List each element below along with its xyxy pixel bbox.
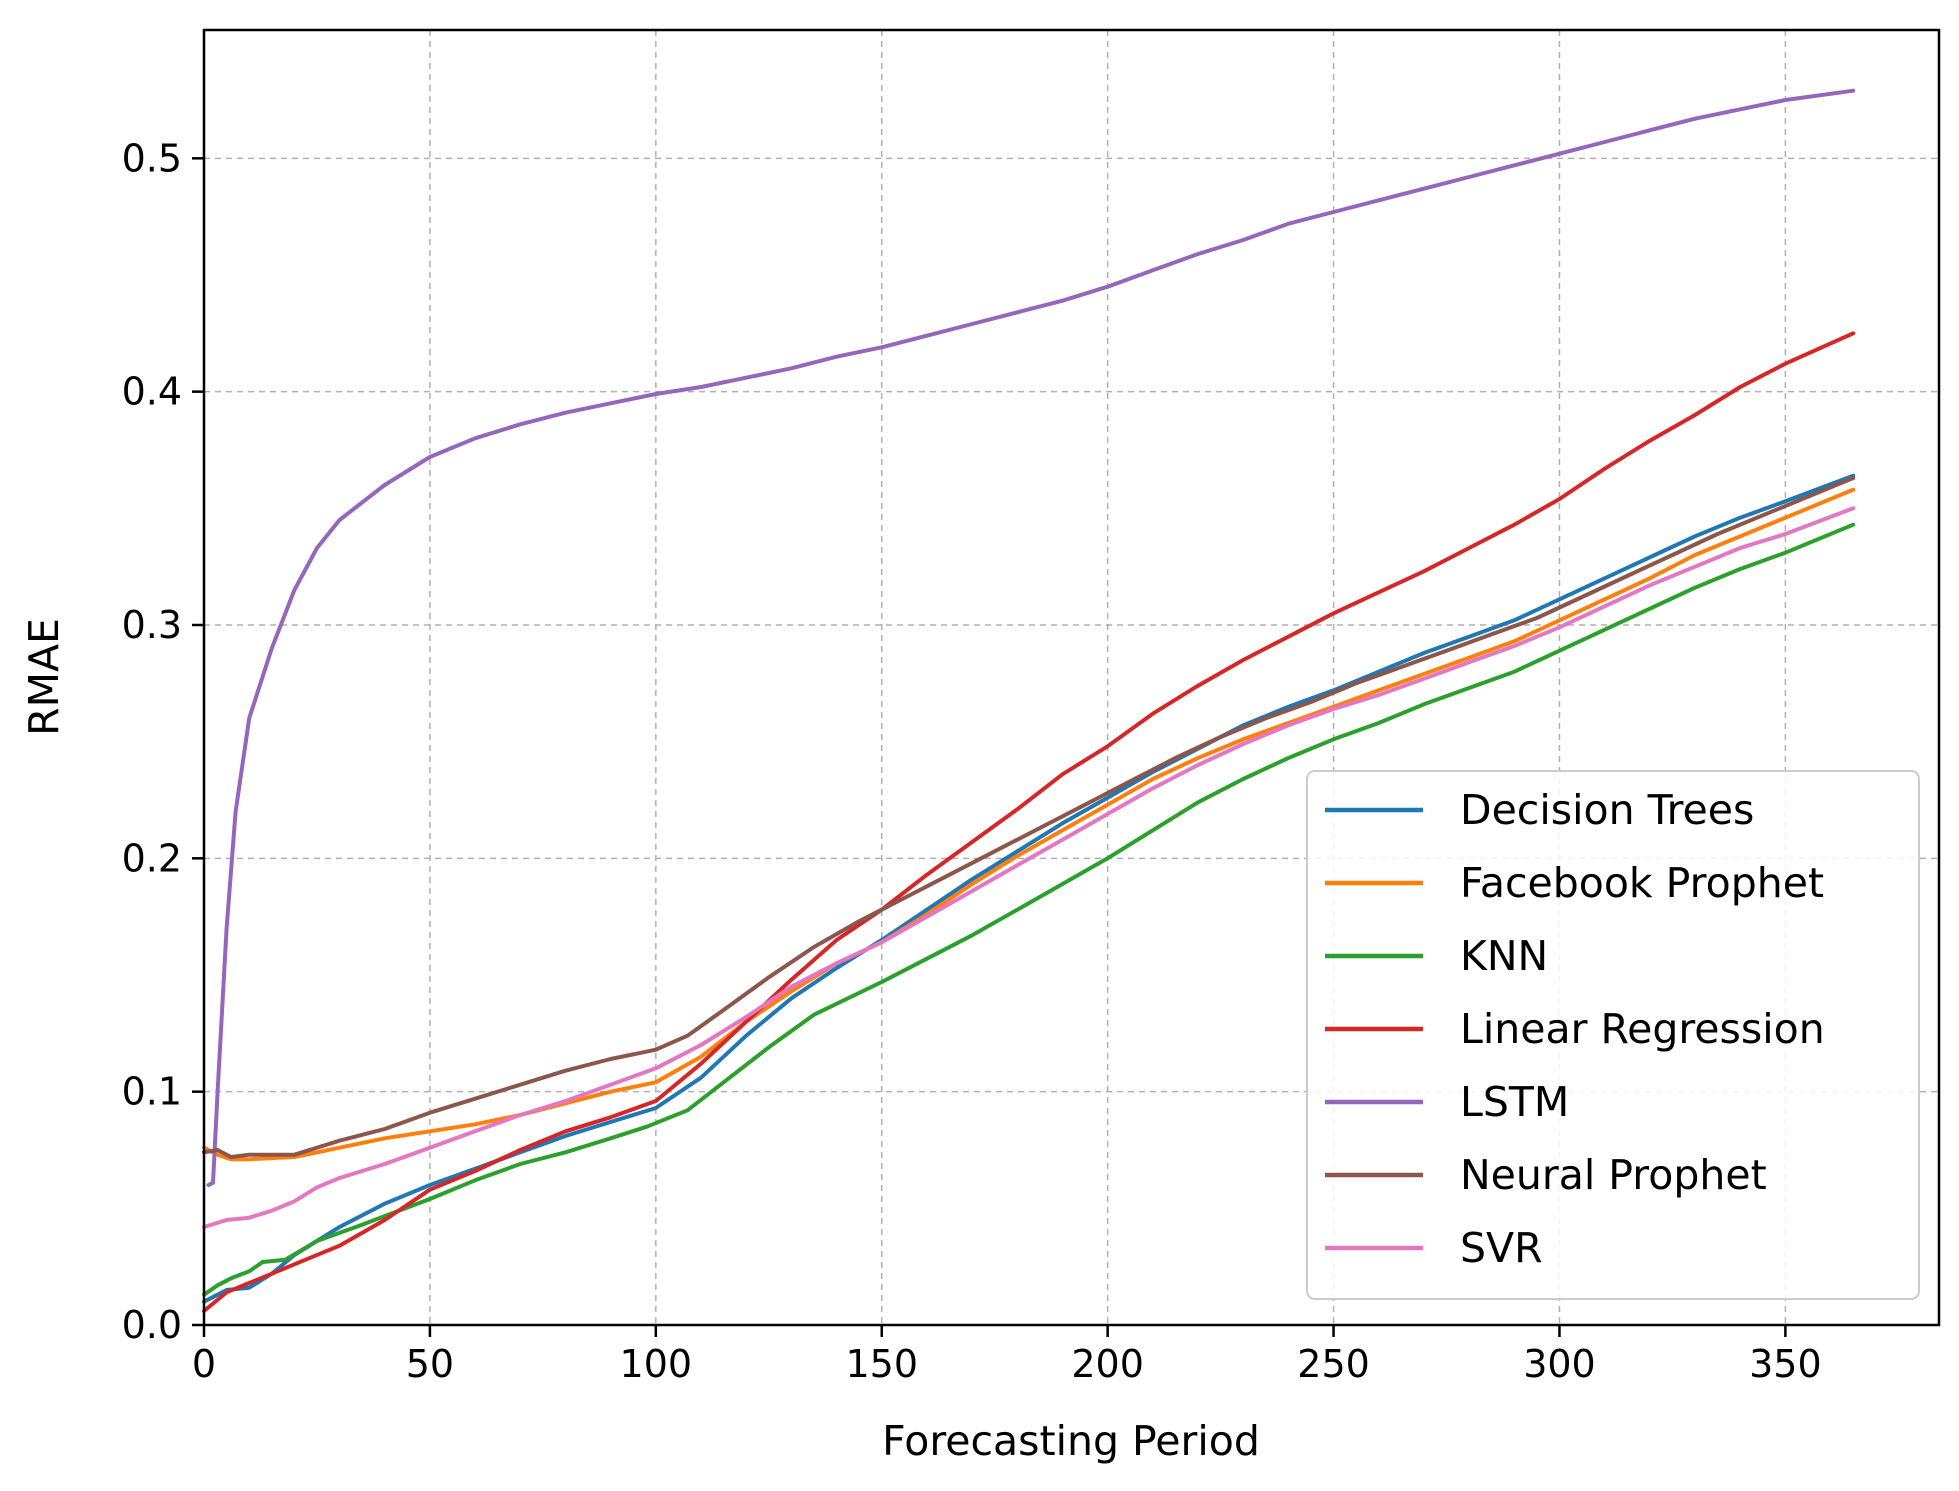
legend-box [1306, 770, 1920, 1300]
series-line-facebook-prophet [202, 487, 1856, 1162]
x-tick-label: 100 [620, 1342, 693, 1386]
series-line-decision-trees [202, 473, 1856, 1304]
x-tick-label: 0 [192, 1342, 216, 1386]
series-line-svr [202, 506, 1856, 1229]
legend-label-neural-prophet: Neural Prophet [1460, 1151, 1767, 1199]
series-line-knn [202, 522, 1856, 1297]
series-line-lstm [206, 88, 1856, 1187]
x-tick-label: 300 [1523, 1342, 1596, 1386]
legend-label-decision-trees: Decision Trees [1460, 786, 1754, 834]
x-tick-label: 150 [845, 1342, 918, 1386]
x-axis-label: Forecasting Period [882, 1417, 1260, 1465]
x-tick-label: 200 [1071, 1342, 1144, 1386]
legend-label-linear-regression: Linear Regression [1460, 1005, 1825, 1053]
series-line-linear-regression [202, 331, 1856, 1313]
plot-frame [202, 28, 1941, 1327]
series-lines [202, 88, 1856, 1313]
series-line-neural-prophet [202, 476, 1856, 1159]
axis-ticks: 0 50 100 150 200 250 300 350 0.0 0.1 0.2 0.3 0.4 0.5 [122, 136, 1822, 1386]
legend: Decision Trees Facebook Prophet KNN Linear … [1306, 770, 1920, 1300]
x-tick-label: 250 [1297, 1342, 1370, 1386]
legend-label-lstm: LSTM [1460, 1078, 1569, 1126]
x-tick-label: 50 [406, 1342, 454, 1386]
x-tick-label: 350 [1749, 1342, 1822, 1386]
y-tick-label: 0.5 [122, 136, 182, 180]
y-axis-label: RMAE [20, 618, 68, 736]
legend-label-knn: KNN [1460, 932, 1548, 980]
y-tick-label: 0.4 [122, 370, 182, 414]
legend-label-svr: SVR [1460, 1224, 1543, 1272]
legend-label-facebook-prophet: Facebook Prophet [1460, 859, 1824, 907]
y-tick-label: 0.1 [122, 1070, 182, 1114]
y-tick-label: 0.0 [122, 1303, 182, 1347]
y-tick-label: 0.3 [122, 603, 182, 647]
y-tick-label: 0.2 [122, 836, 182, 880]
